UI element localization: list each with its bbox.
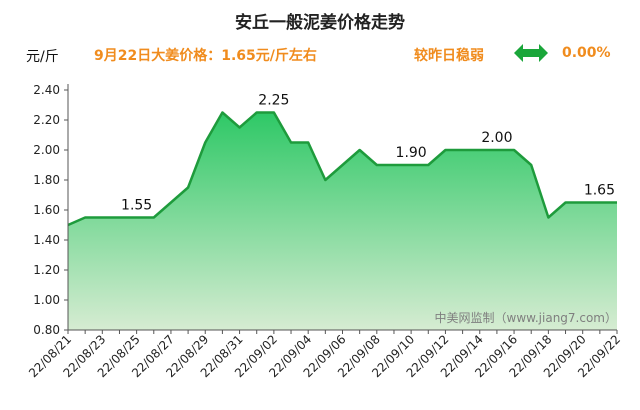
y-tick-label: 1.80 bbox=[33, 173, 60, 187]
y-tick-label: 1.00 bbox=[33, 293, 60, 307]
area-fill bbox=[68, 112, 617, 330]
y-tick-label: 1.60 bbox=[33, 203, 60, 217]
data-label: 2.00 bbox=[481, 130, 512, 146]
trend-text: 较昨日稳弱 bbox=[414, 48, 484, 64]
data-label: 2.25 bbox=[258, 93, 289, 109]
data-labels: 1.55 2.25 1.90 2.00 1.65 bbox=[121, 93, 615, 214]
price-note: 9月22日大姜价格：1.65元/斤左右 bbox=[94, 48, 317, 64]
double-arrow-shape bbox=[514, 44, 548, 62]
y-axis: 0.80 1.00 1.20 1.40 1.60 1.80 2.00 2.20 2.40 bbox=[33, 83, 69, 337]
series-line bbox=[67, 111, 617, 227]
y-tick-label: 2.20 bbox=[33, 113, 60, 127]
data-label: 1.65 bbox=[584, 183, 615, 199]
change-percent: 0.00% bbox=[562, 45, 611, 61]
y-tick-label: 2.00 bbox=[33, 143, 60, 157]
data-label: 1.55 bbox=[121, 198, 152, 214]
double-arrow-icon bbox=[514, 44, 548, 62]
x-axis: 22/08/2122/08/2322/08/2522/08/2722/08/29… bbox=[26, 329, 623, 380]
y-tick-label: 0.80 bbox=[33, 323, 60, 337]
y-tick-label: 2.40 bbox=[33, 83, 60, 97]
y-tick-label: 1.40 bbox=[33, 233, 60, 247]
data-label: 1.90 bbox=[396, 145, 427, 161]
chart-title: 安丘一般泥姜价格走势 bbox=[235, 13, 405, 33]
unit-label: 元/斤 bbox=[26, 49, 59, 65]
watermark: 中美网监制（www.jiang7.com） bbox=[435, 310, 617, 325]
y-tick-label: 1.20 bbox=[33, 263, 60, 277]
